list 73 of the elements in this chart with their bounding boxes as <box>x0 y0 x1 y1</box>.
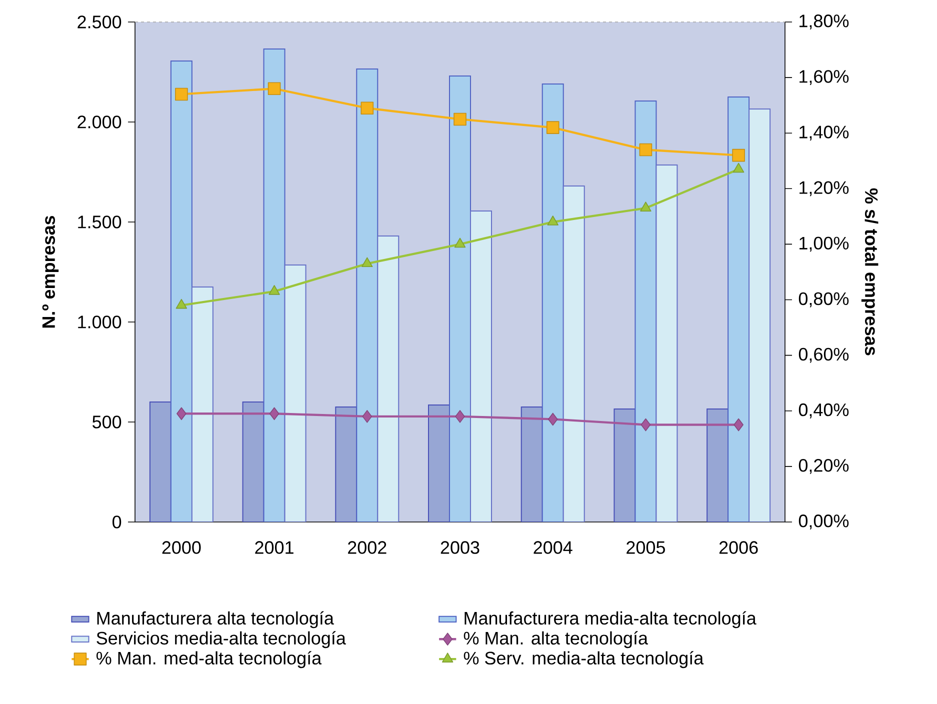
point <box>176 407 186 420</box>
y-tick-label: 2.000 <box>78 116 122 128</box>
y-axis-title: N.º empresas <box>42 216 59 328</box>
point <box>548 412 558 426</box>
y-tick-label: 2.500 <box>78 16 122 28</box>
legend-label: % Man. alta tecnología <box>464 631 648 648</box>
bar <box>562 185 585 522</box>
bar <box>335 406 358 522</box>
bar <box>449 75 471 522</box>
x-tick-label: 2006 <box>719 541 758 554</box>
y2-tick-label: 0,20% <box>798 458 849 474</box>
bar <box>377 235 400 522</box>
y-tick-label: 500 <box>92 416 122 428</box>
bar <box>263 48 286 522</box>
bar <box>748 108 771 522</box>
bar <box>542 83 564 522</box>
point <box>546 121 560 134</box>
bar <box>470 210 492 522</box>
legend-label: % Man. med-alta tecnología <box>96 651 322 668</box>
point <box>732 162 744 173</box>
y2-axis-title: % s/ total empresas <box>861 188 878 356</box>
y2-tick-label: 1,20% <box>800 181 849 196</box>
y2-tick-label: 0,40% <box>798 403 849 418</box>
x-tick-label: 2003 <box>440 541 480 554</box>
legend-label: Manufacturera alta tecnología <box>97 611 334 628</box>
point <box>547 216 558 226</box>
x-tick-label: 2002 <box>348 541 386 554</box>
y-tick-label: 1.000 <box>78 316 122 328</box>
point <box>362 410 372 423</box>
bar <box>520 406 543 522</box>
x-tick-label: 2000 <box>162 541 201 554</box>
point <box>639 143 652 156</box>
x-tick-label: 2004 <box>534 541 572 554</box>
point <box>640 202 652 212</box>
legend-label: Manufacturera media-alta tecnología <box>464 611 756 628</box>
bar <box>284 264 306 522</box>
bar <box>356 68 378 522</box>
legend-label: Servicios media-alta tecnología <box>96 631 346 648</box>
y2-tick-label: 1,40% <box>800 126 849 141</box>
y-tick-label: 1.500 <box>78 216 122 228</box>
y2-tick-label: 1,60% <box>800 70 849 85</box>
bar <box>656 164 678 522</box>
point <box>362 257 373 268</box>
y2-tick-label: 1,80% <box>800 14 849 30</box>
y2-tick-label: 1,00% <box>800 236 849 252</box>
point <box>734 418 744 432</box>
point <box>732 148 745 162</box>
bar <box>191 286 214 522</box>
y2-tick-label: 0,00% <box>798 514 849 530</box>
y2-tick-label: 0,80% <box>798 292 849 308</box>
point <box>268 82 281 96</box>
point <box>176 298 188 309</box>
bar <box>706 408 729 522</box>
bar <box>428 404 450 522</box>
y2-tick-label: 0,60% <box>798 348 849 363</box>
bar <box>614 408 636 522</box>
point <box>454 238 466 248</box>
bar <box>634 100 657 522</box>
legend-label: % Serv. media-alta tecnología <box>464 651 704 668</box>
point <box>175 88 188 101</box>
point <box>360 102 374 115</box>
x-tick-label: 2001 <box>255 541 294 554</box>
point <box>455 410 465 423</box>
point <box>269 407 280 420</box>
bar <box>170 60 192 522</box>
bar <box>728 96 750 522</box>
x-tick-label: 2005 <box>626 541 665 554</box>
y-tick-label: 0 <box>112 516 122 528</box>
point <box>268 285 280 295</box>
bar <box>149 401 172 522</box>
point <box>454 112 466 126</box>
point <box>640 418 651 432</box>
bar <box>242 401 264 522</box>
